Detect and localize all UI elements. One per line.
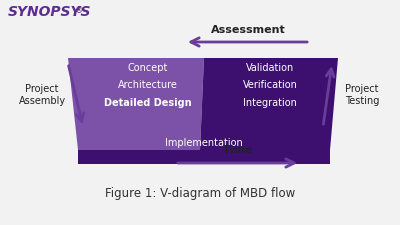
Text: Assessment: Assessment	[211, 25, 285, 35]
Text: Verification: Verification	[242, 80, 298, 90]
Polygon shape	[78, 150, 330, 164]
Text: Integration: Integration	[243, 98, 297, 108]
Text: Project
Testing: Project Testing	[345, 84, 379, 106]
Text: Time: Time	[223, 145, 253, 155]
Text: Implementation: Implementation	[165, 138, 243, 148]
Polygon shape	[200, 58, 338, 150]
Text: Architecture: Architecture	[118, 80, 178, 90]
Text: Detailed Design: Detailed Design	[104, 98, 192, 108]
Text: SYNOPSYS: SYNOPSYS	[8, 5, 92, 19]
Polygon shape	[68, 58, 204, 150]
Text: Project
Assembly: Project Assembly	[18, 84, 66, 106]
Text: Figure 1: V-diagram of MBD flow: Figure 1: V-diagram of MBD flow	[105, 187, 295, 200]
Text: Concept: Concept	[128, 63, 168, 73]
Text: ®: ®	[75, 7, 83, 16]
Text: Validation: Validation	[246, 63, 294, 73]
